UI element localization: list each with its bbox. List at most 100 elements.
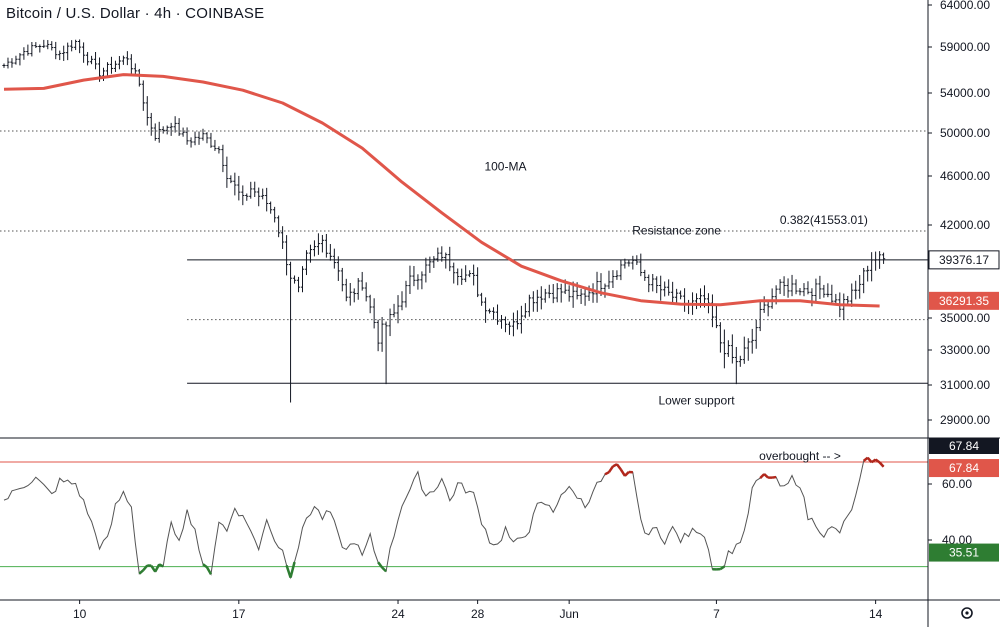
candle xyxy=(30,42,34,57)
candle xyxy=(495,304,500,325)
candle xyxy=(854,280,858,300)
candle xyxy=(253,181,257,197)
candle xyxy=(802,283,806,297)
candle xyxy=(456,268,460,286)
annotation-label: 0.382(41553.01) xyxy=(780,213,868,227)
price-tick-label: 59000.00 xyxy=(940,40,990,54)
candle xyxy=(396,295,400,324)
rsi-highlight-segment xyxy=(763,473,769,479)
candle xyxy=(718,322,722,353)
candle xyxy=(846,295,850,305)
candle xyxy=(671,281,675,305)
candle xyxy=(380,316,384,352)
candle xyxy=(436,247,440,262)
candle xyxy=(241,185,245,206)
candle xyxy=(320,234,324,253)
candle xyxy=(93,52,98,70)
rsi-highlight-segment xyxy=(377,561,384,569)
time-tick-label: 14 xyxy=(869,607,883,621)
candle xyxy=(201,128,205,141)
candle xyxy=(121,55,125,65)
time-tick-label: Jun xyxy=(559,607,578,621)
candle xyxy=(874,251,878,271)
candle xyxy=(308,244,313,263)
candle xyxy=(738,355,742,367)
price-tick-label: 54000.00 xyxy=(940,86,990,100)
candle xyxy=(169,122,173,136)
candle xyxy=(722,329,726,369)
candle xyxy=(78,39,82,54)
candle xyxy=(547,284,551,299)
candle xyxy=(858,274,862,299)
chart-annotations: 100-MA Resistance zone 0.382(41553.01) Lowe… xyxy=(484,160,867,408)
candle xyxy=(428,256,432,273)
candle xyxy=(300,266,305,293)
candle xyxy=(113,60,118,72)
candle xyxy=(448,246,452,272)
candle xyxy=(237,175,241,201)
rsi-tick-label: 60.00 xyxy=(942,477,972,491)
gear-icon[interactable] xyxy=(961,607,973,619)
price-tick-label: 33000.00 xyxy=(940,343,990,357)
candle xyxy=(476,267,480,298)
ma-line xyxy=(3,73,880,308)
candle xyxy=(62,45,66,61)
candle xyxy=(511,312,516,337)
candle xyxy=(424,257,428,283)
price-tag-text: 67.84 xyxy=(949,461,979,475)
candle xyxy=(814,278,818,302)
candle xyxy=(766,301,770,317)
candle xyxy=(623,258,627,269)
candle xyxy=(758,301,762,332)
candle xyxy=(830,284,834,304)
candle xyxy=(770,288,774,309)
candle xyxy=(89,55,94,65)
candle xyxy=(245,193,249,201)
candle xyxy=(778,279,782,295)
rsi-highlight-segment xyxy=(719,565,726,571)
candle xyxy=(499,315,504,329)
candle xyxy=(527,294,531,317)
candle xyxy=(734,346,738,385)
price-tick-label: 31000.00 xyxy=(940,378,990,392)
price-tag-text: 67.84 xyxy=(949,439,979,453)
candle xyxy=(185,127,189,145)
candle xyxy=(257,187,261,207)
candle xyxy=(472,264,476,286)
candle xyxy=(6,57,10,69)
rsi-highlight-segment xyxy=(154,563,161,573)
candle xyxy=(189,137,193,148)
candle xyxy=(10,58,14,68)
price-tag-text: 39376.17 xyxy=(939,253,989,267)
candle xyxy=(559,283,563,303)
price-tag-box xyxy=(929,438,999,454)
rsi-highlight-segment xyxy=(205,566,213,575)
candle xyxy=(74,39,78,51)
candle xyxy=(288,261,293,403)
candle xyxy=(364,282,368,302)
candle xyxy=(726,340,730,357)
candle xyxy=(356,278,360,300)
candle xyxy=(531,291,535,312)
candle xyxy=(360,271,364,291)
candle xyxy=(352,288,356,303)
candle xyxy=(261,188,265,200)
annotation-label: Lower support xyxy=(658,393,735,407)
candle xyxy=(826,283,830,298)
candle xyxy=(400,291,404,311)
candlestick-series xyxy=(2,39,886,403)
rsi-line xyxy=(3,457,884,580)
candle xyxy=(555,283,559,303)
candle xyxy=(249,181,253,199)
time-tick-label: 17 xyxy=(232,607,246,621)
candle xyxy=(619,259,623,281)
rsi-highlight-segment xyxy=(624,471,630,477)
price-tag: 39376.17 xyxy=(928,250,1000,270)
candle xyxy=(46,40,50,50)
candle xyxy=(742,336,746,364)
candle xyxy=(38,44,42,53)
candle xyxy=(26,44,30,56)
price-tick-label: 50000.00 xyxy=(940,126,990,140)
rsi-highlight-segment xyxy=(615,463,622,471)
